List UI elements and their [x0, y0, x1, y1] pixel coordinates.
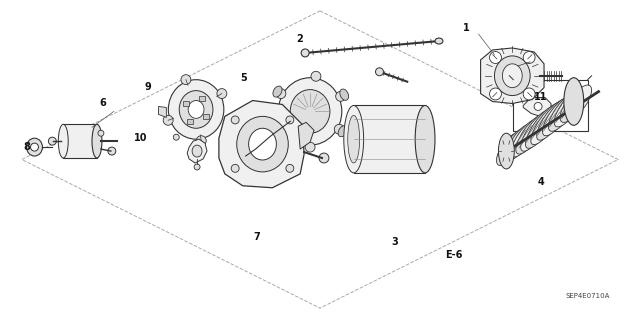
Text: 1: 1: [463, 23, 469, 33]
Polygon shape: [524, 98, 551, 117]
Ellipse shape: [179, 91, 213, 128]
Ellipse shape: [27, 138, 42, 156]
Ellipse shape: [502, 64, 522, 88]
Ellipse shape: [108, 147, 116, 155]
Ellipse shape: [525, 106, 557, 148]
Polygon shape: [298, 122, 314, 149]
Ellipse shape: [523, 88, 535, 100]
Ellipse shape: [286, 116, 294, 124]
Ellipse shape: [490, 52, 501, 63]
Polygon shape: [481, 48, 544, 103]
Text: 6: 6: [100, 98, 106, 108]
Ellipse shape: [338, 126, 348, 137]
Ellipse shape: [301, 49, 309, 57]
Ellipse shape: [534, 102, 542, 110]
Ellipse shape: [92, 124, 102, 158]
Bar: [187, 119, 193, 123]
Polygon shape: [488, 60, 518, 85]
Ellipse shape: [554, 91, 582, 127]
Ellipse shape: [499, 133, 515, 169]
Text: 7: 7: [253, 232, 260, 242]
Ellipse shape: [319, 153, 329, 163]
Ellipse shape: [276, 89, 286, 99]
Polygon shape: [159, 107, 166, 117]
Ellipse shape: [181, 75, 191, 85]
Ellipse shape: [564, 78, 584, 125]
Ellipse shape: [523, 52, 535, 63]
Ellipse shape: [311, 71, 321, 81]
Ellipse shape: [291, 90, 330, 133]
Ellipse shape: [231, 164, 239, 172]
Ellipse shape: [548, 94, 577, 131]
Polygon shape: [219, 100, 304, 188]
Ellipse shape: [188, 100, 204, 118]
Text: 10: 10: [134, 133, 148, 143]
Text: E-6: E-6: [445, 250, 463, 260]
Ellipse shape: [243, 153, 248, 159]
Ellipse shape: [276, 124, 286, 134]
Ellipse shape: [560, 88, 587, 122]
Ellipse shape: [231, 116, 239, 124]
Ellipse shape: [192, 145, 202, 157]
Ellipse shape: [511, 119, 540, 157]
Ellipse shape: [98, 130, 104, 136]
Bar: [199, 96, 205, 101]
Ellipse shape: [273, 86, 282, 97]
Ellipse shape: [543, 97, 572, 136]
Text: 9: 9: [144, 82, 151, 93]
Polygon shape: [63, 124, 97, 158]
Text: 8: 8: [24, 143, 30, 152]
Text: 11: 11: [534, 92, 548, 102]
Ellipse shape: [237, 116, 288, 172]
Ellipse shape: [501, 128, 528, 163]
Text: 3: 3: [392, 237, 398, 247]
Polygon shape: [187, 139, 207, 163]
Ellipse shape: [286, 164, 294, 172]
Ellipse shape: [335, 91, 346, 101]
Text: 5: 5: [241, 73, 247, 83]
Polygon shape: [354, 106, 425, 173]
Text: 2: 2: [296, 34, 303, 44]
Ellipse shape: [537, 100, 568, 140]
Ellipse shape: [173, 134, 179, 140]
Ellipse shape: [516, 115, 545, 154]
Ellipse shape: [248, 128, 276, 160]
Ellipse shape: [217, 89, 227, 99]
Ellipse shape: [566, 85, 591, 118]
Ellipse shape: [495, 56, 530, 96]
Ellipse shape: [531, 102, 563, 145]
Text: 4: 4: [538, 177, 544, 187]
Ellipse shape: [490, 88, 501, 100]
Ellipse shape: [31, 143, 38, 151]
Ellipse shape: [521, 110, 552, 151]
Ellipse shape: [415, 106, 435, 173]
Ellipse shape: [58, 124, 68, 158]
Ellipse shape: [163, 115, 173, 125]
Ellipse shape: [194, 164, 200, 170]
Ellipse shape: [376, 68, 383, 76]
Ellipse shape: [344, 106, 364, 173]
Ellipse shape: [348, 115, 360, 163]
Ellipse shape: [340, 89, 349, 100]
Bar: [513, 80, 588, 131]
Ellipse shape: [506, 124, 534, 160]
Bar: [204, 114, 209, 119]
Ellipse shape: [273, 126, 282, 137]
Ellipse shape: [168, 80, 224, 139]
Ellipse shape: [49, 137, 56, 145]
Ellipse shape: [196, 136, 206, 146]
Ellipse shape: [435, 38, 443, 44]
Ellipse shape: [497, 133, 522, 166]
Ellipse shape: [500, 67, 508, 75]
Bar: [183, 101, 189, 106]
Ellipse shape: [334, 124, 344, 134]
Ellipse shape: [305, 142, 315, 152]
Ellipse shape: [278, 78, 342, 145]
Text: SEP4E0710A: SEP4E0710A: [566, 293, 610, 299]
